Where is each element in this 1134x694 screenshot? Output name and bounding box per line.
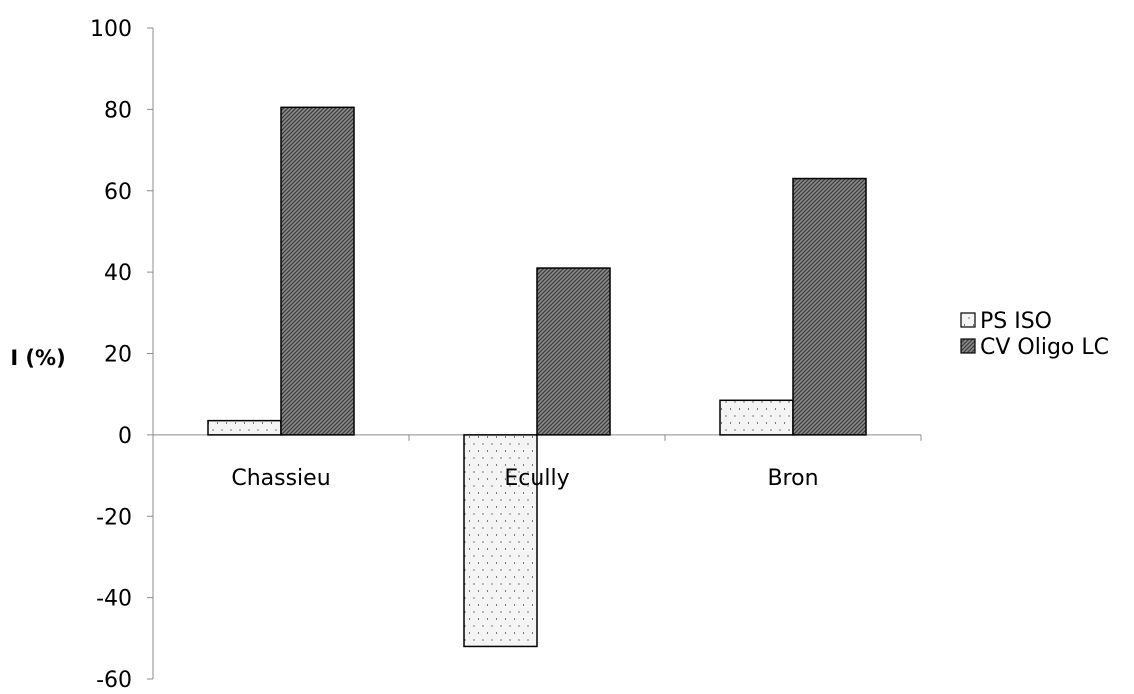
x-category-label: Ecully — [504, 466, 569, 491]
bars — [207, 106, 867, 648]
x-category-label: Chassieu — [231, 466, 330, 491]
bar-ps-iso-ecully — [463, 434, 538, 648]
y-tick-label: 0 — [118, 424, 132, 449]
y-tick-label: 20 — [104, 343, 132, 368]
bar-cv-oligo-lc-bron — [792, 177, 867, 436]
legend-label: PS ISO — [980, 309, 1052, 334]
y-axis-title: I (%) — [10, 346, 65, 370]
bar-ps-iso-bron — [719, 399, 794, 436]
y-tick-label: 40 — [104, 261, 132, 286]
x-category-label: Bron — [767, 466, 818, 491]
labels: 100 80 60 40 20 0 -20 -40 -60 Chassieu Ecully Bron I… — [10, 17, 818, 693]
bar-ps-iso-chassieu — [207, 419, 282, 436]
bar-cv-oligo-lc-ecully — [536, 267, 611, 436]
legend-swatch-cv-oligo-lc — [960, 338, 976, 354]
y-tick-label: 60 — [104, 180, 132, 205]
y-tick-label: -40 — [96, 587, 132, 612]
bar-cv-oligo-lc-chassieu — [280, 106, 355, 436]
y-tick-label: 100 — [90, 17, 132, 42]
y-tick-label: -60 — [96, 668, 132, 689]
y-tick-label: 80 — [104, 98, 132, 123]
legend-swatch-ps-iso — [960, 312, 976, 328]
y-tick-label: -20 — [96, 505, 132, 530]
legend-label: CV Oligo LC — [980, 335, 1109, 360]
